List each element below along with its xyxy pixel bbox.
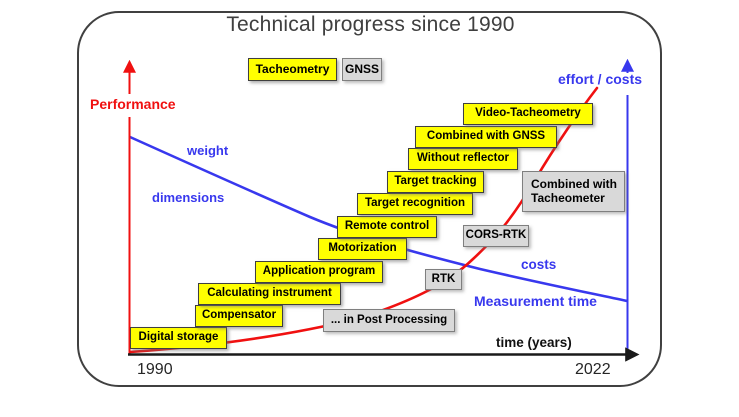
time-axis-label: time (years)	[496, 335, 572, 350]
year-start-tick: 1990	[137, 361, 173, 378]
milestone-video-tacheometry: Video-Tacheometry	[463, 103, 593, 125]
milestone-calculating-instrument: Calculating instrument	[198, 283, 341, 305]
milestone-digital-storage: Digital storage	[130, 327, 227, 349]
milestone-motorization: Motorization	[318, 238, 407, 260]
milestone-compensator: Compensator	[195, 305, 283, 327]
milestone-application-program: Application program	[255, 261, 383, 283]
weight-curve-label: weight	[187, 143, 229, 158]
legend-gnss: GNSS	[342, 58, 382, 81]
diagram-border	[77, 11, 662, 387]
effort-costs-axis-label: effort / costs	[558, 71, 643, 87]
measurement-time-curve-label: Measurement time	[474, 293, 597, 309]
performance-axis-label: Performance	[90, 96, 176, 112]
milestone-cors-rtk: CORS-RTK	[463, 225, 529, 247]
milestone-target-tracking: Target tracking	[387, 171, 484, 193]
milestone-post-processing: ... in Post Processing	[323, 309, 455, 332]
milestone-remote-control: Remote control	[337, 216, 437, 238]
diagram-title: Technical progress since 1990	[226, 13, 515, 36]
costs-curve-label: costs	[521, 257, 557, 272]
dimensions-curve-label: dimensions	[152, 190, 225, 205]
milestone-target-recognition: Target recognition	[357, 193, 473, 215]
year-end-tick: 2022	[575, 361, 611, 378]
milestone-rtk: RTK	[425, 269, 462, 290]
milestone-combined-with-tacheometer: Combined with Tacheometer	[522, 171, 625, 212]
milestone-without-reflector: Without reflector	[408, 148, 518, 170]
milestone-combined-with-gnss: Combined with GNSS	[415, 126, 557, 148]
legend-tacheometry: Tacheometry	[248, 58, 337, 81]
